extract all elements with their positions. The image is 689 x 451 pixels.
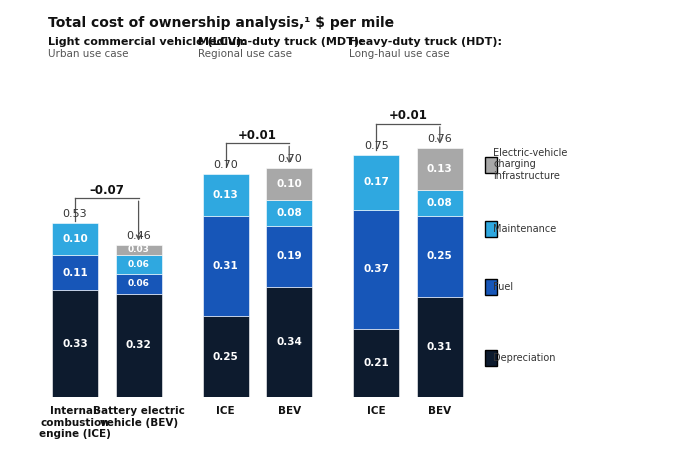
Bar: [266, 226, 312, 287]
Bar: [203, 316, 249, 397]
Text: 0.53: 0.53: [63, 209, 88, 219]
Text: 0.21: 0.21: [363, 358, 389, 368]
Bar: [116, 294, 162, 397]
Text: 0.08: 0.08: [276, 208, 302, 218]
Text: 0.03: 0.03: [127, 245, 150, 254]
Bar: [417, 216, 463, 297]
Text: Electric-vehicle
charging
infrastructure: Electric-vehicle charging infrastructure: [493, 148, 568, 181]
Text: Battery electric
vehicle (BEV): Battery electric vehicle (BEV): [92, 406, 185, 428]
Text: 0.34: 0.34: [276, 337, 302, 347]
Text: 0.19: 0.19: [276, 252, 302, 262]
Text: +0.01: +0.01: [389, 110, 427, 123]
Text: Fuel: Fuel: [493, 282, 513, 292]
Text: 0.37: 0.37: [363, 264, 389, 274]
Text: Urban use case: Urban use case: [48, 49, 128, 59]
Bar: [52, 290, 98, 397]
Text: 0.25: 0.25: [427, 252, 453, 262]
Text: 0.31: 0.31: [213, 261, 238, 271]
Bar: [417, 297, 463, 397]
Bar: [52, 222, 98, 255]
Bar: [417, 190, 463, 216]
Text: 0.13: 0.13: [427, 164, 453, 174]
Text: ICE: ICE: [367, 406, 386, 416]
Text: ICE: ICE: [216, 406, 235, 416]
Text: Long-haul use case: Long-haul use case: [349, 49, 450, 59]
Text: 0.70: 0.70: [213, 160, 238, 170]
Bar: [266, 287, 312, 397]
Text: 0.13: 0.13: [213, 190, 238, 200]
Bar: [353, 210, 399, 329]
Text: 0.75: 0.75: [364, 141, 389, 151]
Bar: [52, 255, 98, 290]
Text: 0.11: 0.11: [62, 267, 88, 278]
Text: 0.70: 0.70: [277, 154, 302, 164]
Text: Heavy-duty truck (HDT):: Heavy-duty truck (HDT):: [349, 37, 502, 47]
Text: 0.32: 0.32: [125, 340, 152, 350]
Text: 0.76: 0.76: [427, 134, 452, 144]
Bar: [203, 216, 249, 316]
Bar: [266, 200, 312, 226]
Text: 0.25: 0.25: [213, 351, 238, 362]
Bar: [417, 148, 463, 190]
Text: Depreciation: Depreciation: [493, 353, 556, 363]
Text: 0.06: 0.06: [127, 260, 150, 269]
Bar: [116, 274, 162, 294]
Text: 0.46: 0.46: [126, 231, 151, 241]
Bar: [203, 174, 249, 216]
Text: +0.01: +0.01: [238, 129, 277, 142]
Text: Medium-duty truck (MDT):: Medium-duty truck (MDT):: [198, 37, 364, 47]
Text: 0.06: 0.06: [127, 279, 150, 288]
Bar: [266, 168, 312, 200]
Text: 0.17: 0.17: [363, 177, 389, 187]
Text: Regional use case: Regional use case: [198, 49, 292, 59]
Text: 0.10: 0.10: [276, 179, 302, 189]
Text: Internal-
combustion
engine (ICE): Internal- combustion engine (ICE): [39, 406, 111, 439]
Bar: [116, 245, 162, 255]
Text: –0.07: –0.07: [90, 184, 124, 197]
Text: Maintenance: Maintenance: [493, 224, 557, 234]
Bar: [353, 329, 399, 397]
Text: 0.31: 0.31: [427, 342, 453, 352]
Text: BEV: BEV: [278, 406, 300, 416]
Text: BEV: BEV: [429, 406, 451, 416]
Text: 0.10: 0.10: [62, 234, 88, 244]
Text: 0.33: 0.33: [62, 339, 88, 349]
Text: Total cost of ownership analysis,¹ $ per mile: Total cost of ownership analysis,¹ $ per…: [48, 16, 394, 30]
Text: 0.08: 0.08: [427, 198, 453, 208]
Bar: [353, 155, 399, 210]
Bar: [116, 255, 162, 274]
Text: Light commercial vehicle (LCV):: Light commercial vehicle (LCV):: [48, 37, 246, 47]
